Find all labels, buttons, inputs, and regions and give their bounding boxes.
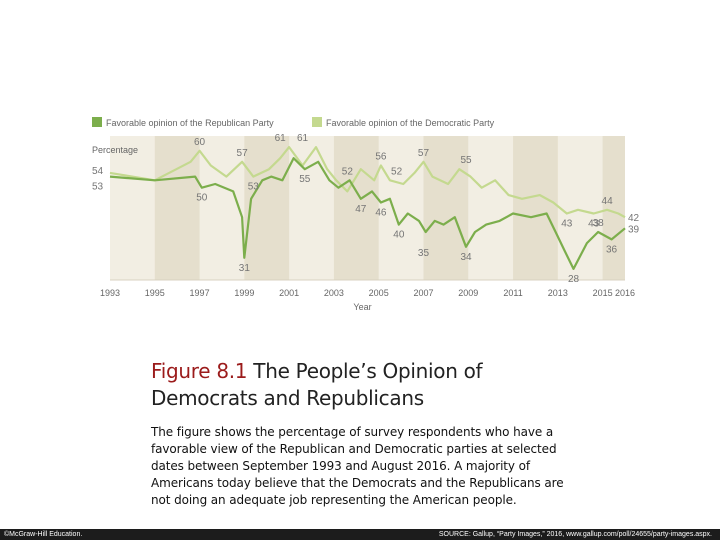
x-tick-label: 2005	[369, 288, 389, 298]
x-tick-label: 2003	[324, 288, 344, 298]
x-tick-label: 1999	[234, 288, 254, 298]
figure-caption: Figure 8.1 The People’s Opinion of Democ…	[151, 358, 571, 509]
data-label: 34	[460, 252, 472, 263]
shaded-period	[513, 136, 558, 280]
series-line-democratic	[109, 146, 626, 219]
x-tick-label: 2015	[593, 288, 613, 298]
opinion-chart: Favorable opinion of the Republican Part…	[92, 117, 640, 312]
series-line-republican	[109, 157, 626, 270]
data-label: 57	[418, 148, 430, 159]
source-text: SOURCE: Gallup, “Party Images,” 2016, ww…	[438, 531, 712, 538]
data-label: 46	[375, 207, 387, 218]
data-label: 36	[606, 244, 618, 255]
data-label: 47	[355, 204, 367, 215]
x-tick-label: 1993	[100, 288, 120, 298]
data-label: 40	[393, 230, 405, 241]
data-label: 39	[628, 224, 640, 235]
data-label: 38	[593, 218, 605, 229]
data-label: 35	[418, 248, 430, 259]
data-label: 61	[297, 133, 309, 144]
data-label: 42	[628, 213, 640, 224]
x-axis-label: Year	[353, 302, 371, 312]
x-tick-label: 2016	[615, 288, 635, 298]
figure-description: The figure shows the percentage of surve…	[151, 425, 564, 507]
data-label: 54	[92, 166, 104, 177]
data-label: 61	[275, 133, 287, 144]
legend-swatch	[312, 117, 322, 127]
x-tick-label: 1995	[145, 288, 165, 298]
data-label: 31	[239, 263, 251, 274]
data-label: 50	[196, 193, 208, 204]
figure-title: Figure 8.1 The People’s Opinion of Democ…	[151, 358, 571, 412]
data-label: 53	[92, 182, 104, 193]
data-label: 28	[568, 274, 580, 285]
legend-label: Favorable opinion of the Democratic Part…	[326, 118, 495, 128]
shaded-period	[333, 136, 379, 280]
x-tick-label: 1997	[190, 288, 210, 298]
x-tick-label: 2001	[279, 288, 299, 298]
x-tick-label: 2007	[413, 288, 433, 298]
data-label: 43	[588, 219, 600, 230]
copyright-text: ©McGraw-Hill Education.	[4, 531, 83, 538]
data-label: 52	[342, 166, 354, 177]
data-label: 53	[248, 182, 260, 193]
shaded-period	[244, 136, 290, 280]
data-label: 55	[299, 174, 311, 185]
x-tick-label: 2013	[548, 288, 568, 298]
data-label: 52	[391, 166, 403, 177]
data-label: 43	[561, 219, 573, 230]
y-axis-label: Percentage	[92, 145, 138, 155]
data-label: 44	[602, 196, 614, 207]
shaded-period	[602, 136, 625, 280]
figure-number: Figure 8.1	[151, 359, 248, 383]
legend-swatch	[92, 117, 102, 127]
figure-title-text: The People’s Opinion of Democrats and Re…	[151, 359, 483, 410]
legend-label: Favorable opinion of the Republican Part…	[106, 118, 274, 128]
data-label: 60	[194, 137, 206, 148]
footer-bar: ©McGraw-Hill Education. SOURCE: Gallup, …	[0, 529, 720, 540]
x-tick-label: 2011	[503, 288, 522, 298]
data-label: 57	[237, 148, 249, 159]
x-tick-label: 2009	[458, 288, 478, 298]
data-label: 56	[375, 152, 387, 163]
data-label: 55	[460, 155, 472, 166]
shaded-period	[423, 136, 469, 280]
